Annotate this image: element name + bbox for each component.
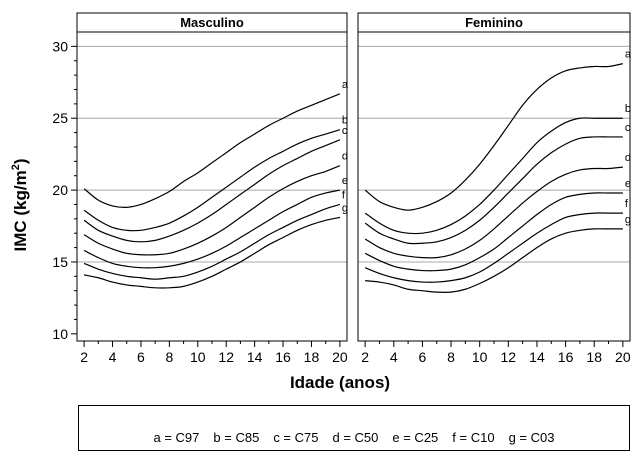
x-tick-label: 8 bbox=[165, 349, 173, 365]
legend-entry: c = C75 bbox=[273, 430, 319, 445]
x-axis-label: Idade (anos) bbox=[290, 373, 390, 392]
x-tick-label: 2 bbox=[361, 349, 369, 365]
x-tick-label: 16 bbox=[275, 349, 291, 365]
x-tick-label: 12 bbox=[218, 349, 234, 365]
x-tick-label: 18 bbox=[304, 349, 320, 365]
series-line-e bbox=[83, 189, 341, 269]
series-line-c bbox=[83, 139, 341, 243]
series-label-e: e bbox=[625, 178, 631, 190]
x-tick-label: 12 bbox=[501, 349, 517, 365]
series-label-f: f bbox=[625, 198, 629, 210]
series-line-a bbox=[83, 93, 341, 208]
legend-entry: e = C25 bbox=[392, 430, 439, 445]
series-label-e: e bbox=[342, 175, 348, 187]
series-label-c: c bbox=[625, 122, 631, 134]
y-tick-label: 10 bbox=[52, 326, 68, 342]
legend-entry: a = C97 bbox=[153, 430, 200, 445]
legend-entry: f = C10 bbox=[452, 430, 495, 445]
series-label-c: c bbox=[342, 125, 348, 137]
series-label-b: b bbox=[625, 103, 631, 115]
legend-entry: b = C85 bbox=[213, 430, 260, 445]
series-line-b bbox=[364, 117, 623, 235]
series-label-a: a bbox=[625, 49, 632, 61]
x-tick-label: 10 bbox=[472, 349, 488, 365]
series-line-g bbox=[365, 228, 623, 294]
x-tick-label: 6 bbox=[419, 349, 427, 365]
series-line-f bbox=[83, 203, 341, 280]
x-axes: 2 4 6 8 10 12 14 16 18 20 2 4 6 8 10 12 14 16 18 20 bbox=[80, 341, 631, 365]
panel-title: Feminino bbox=[465, 15, 523, 30]
legend-entry: d = C50 bbox=[332, 430, 379, 445]
series-label-a: a bbox=[342, 79, 349, 91]
series-line-d bbox=[364, 166, 623, 259]
series-label-f: f bbox=[342, 189, 346, 201]
panel-title: Masculino bbox=[180, 15, 244, 30]
series-line-g bbox=[83, 216, 341, 289]
y-axis: 10 15 20 25 30 bbox=[52, 38, 77, 342]
series-label-g: g bbox=[625, 214, 631, 226]
x-tick-label: 10 bbox=[190, 349, 206, 365]
x-tick-label: 6 bbox=[137, 349, 145, 365]
y-tick-label: 30 bbox=[52, 38, 68, 54]
x-tick-label: 14 bbox=[529, 349, 545, 365]
x-tick-label: 18 bbox=[586, 349, 602, 365]
x-tick-label: 20 bbox=[332, 349, 348, 365]
panel-frame bbox=[357, 12, 631, 342]
series-label-d: d bbox=[342, 151, 348, 163]
series-line-c bbox=[364, 136, 623, 245]
series-line-b bbox=[83, 129, 341, 232]
x-tick-label: 8 bbox=[447, 349, 455, 365]
legend-entry: g = C03 bbox=[508, 430, 555, 445]
x-tick-label: 14 bbox=[247, 349, 263, 365]
series-line-d bbox=[83, 165, 341, 256]
series-line-f bbox=[364, 212, 623, 283]
legend-box bbox=[78, 405, 630, 451]
series-label-g: g bbox=[342, 202, 348, 214]
x-tick-label: 16 bbox=[558, 349, 574, 365]
x-tick-label: 4 bbox=[109, 349, 117, 365]
panel-feminino: Feminino a bc d efg bbox=[357, 12, 632, 342]
series-label-d: d bbox=[625, 152, 631, 164]
y-axis-label: IMC (kg/m2) bbox=[10, 158, 30, 251]
y-tick-label: 20 bbox=[52, 182, 68, 198]
x-tick-label: 2 bbox=[80, 349, 88, 365]
legend: a = C97 b = C85 c = C75 d = C50 e = C25 f = C… bbox=[78, 430, 630, 448]
series-line-a bbox=[364, 63, 623, 211]
series-line-e bbox=[364, 192, 623, 272]
y-tick-label: 25 bbox=[52, 110, 68, 126]
x-tick-label: 20 bbox=[615, 349, 631, 365]
y-tick-label: 15 bbox=[52, 254, 68, 270]
series-label-b: b bbox=[342, 115, 348, 127]
x-tick-label: 4 bbox=[390, 349, 398, 365]
